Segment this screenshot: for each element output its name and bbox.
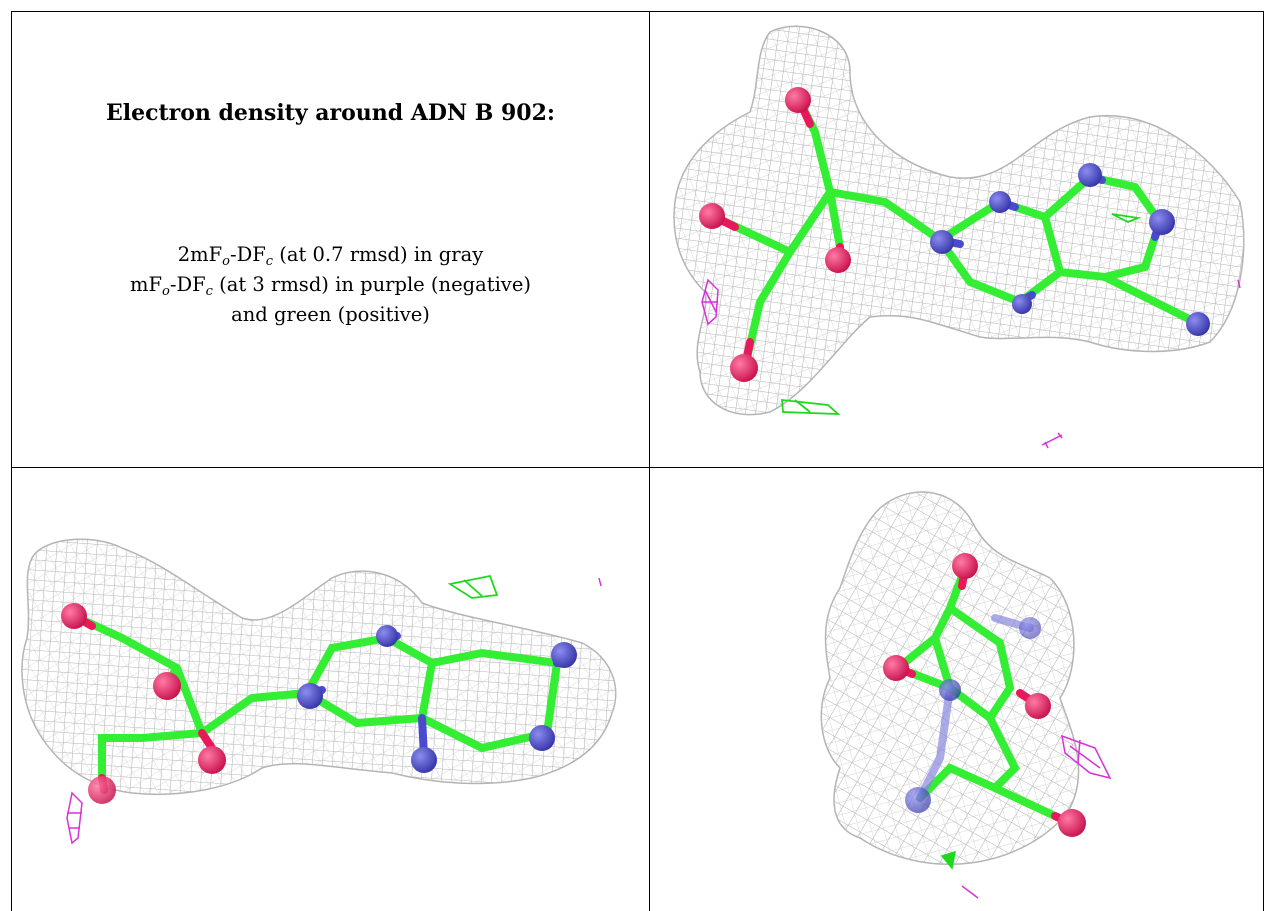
map2-mid: -DF xyxy=(169,273,206,296)
nitrogen-atoms xyxy=(930,163,1210,336)
border-top xyxy=(12,11,1264,12)
legend-cell: Electron density around ADN B 902: 2mFo-… xyxy=(12,12,649,467)
legend-map2-line: mFo-DFc (at 3 rmsd) in purple (negative) xyxy=(12,270,649,300)
map2-sub-c: c xyxy=(205,284,213,299)
negative-density-blobs xyxy=(701,278,1241,449)
map1-suffix: (at 0.7 rmsd) in gray xyxy=(273,243,484,266)
mesh-surface-overlay xyxy=(674,26,1244,415)
view-top-right xyxy=(650,12,1263,467)
border-left xyxy=(11,11,12,911)
view-bottom-left xyxy=(12,468,649,911)
oxygen-atoms xyxy=(699,87,851,382)
density-view-3 xyxy=(820,491,1112,899)
positive-density-blobs xyxy=(940,850,956,870)
oxygen-atoms xyxy=(61,603,226,804)
legend-map1-line: 2mFo-DFc (at 0.7 rmsd) in gray xyxy=(12,240,649,270)
nitrogen-atoms xyxy=(905,617,1041,813)
negative-density-blobs xyxy=(961,734,1112,899)
nitrogen-atoms xyxy=(297,625,577,773)
legend-map2-line2: and green (positive) xyxy=(231,303,430,326)
density-view-2 xyxy=(21,538,617,845)
divider-horizontal xyxy=(12,467,1264,468)
map2-suffix: (at 3 rmsd) in purple (negative) xyxy=(212,273,531,296)
map1-prefix: 2mF xyxy=(177,243,223,266)
divider-vertical xyxy=(649,11,650,911)
oxygen-atoms xyxy=(883,553,1086,837)
map2-sub-o: o xyxy=(162,284,170,299)
density-view-1 xyxy=(673,25,1245,449)
positive-density-blobs xyxy=(781,213,1142,415)
negative-density-blobs xyxy=(66,577,602,845)
positive-density-blobs xyxy=(447,574,499,599)
view-bottom-right xyxy=(650,468,1263,911)
map1-mid: -DF xyxy=(229,243,266,266)
map1-sub-c: c xyxy=(265,254,274,269)
legend-title: Electron density around ADN B 902: xyxy=(105,100,556,126)
border-right xyxy=(1263,11,1264,911)
map2-prefix: mF xyxy=(130,273,163,296)
map1-sub-o: o xyxy=(222,254,230,269)
